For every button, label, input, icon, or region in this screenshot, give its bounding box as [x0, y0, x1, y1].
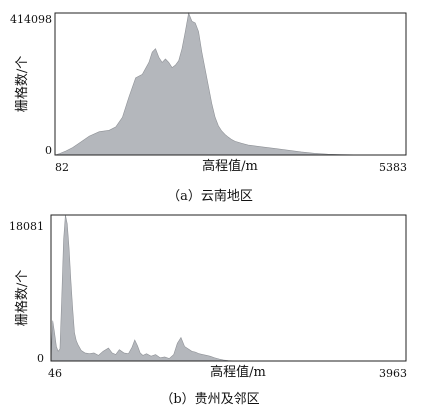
chart-b-xtick-max: 3963	[379, 367, 407, 380]
chart-a-xlabel: 高程值/m	[202, 158, 258, 174]
chart-b-xtick-min: 46	[48, 367, 62, 380]
chart-a-area	[54, 11, 406, 156]
chart-a: 414098 0 82 5383 高程值/m 栅格数/个 （a）云南地区	[10, 11, 407, 204]
chart-a-xtick-max: 5383	[379, 161, 407, 174]
chart-a-ylabel: 栅格数/个	[14, 56, 30, 112]
chart-b-caption: （b）贵州及邻区	[160, 392, 259, 407]
chart-a-caption: （a）云南地区	[167, 188, 253, 204]
chart-b-area	[50, 214, 406, 362]
chart-b-ytick-max: 18081	[9, 220, 44, 233]
chart-b-ylabel: 栅格数/个	[14, 270, 30, 326]
chart-a-ytick-min: 0	[45, 144, 52, 157]
chart-b: 18081 0 46 3963 高程值/m 栅格数/个 （b）贵州及邻区	[9, 214, 407, 407]
chart-a-ytick-max: 414098	[10, 13, 52, 26]
chart-b-ytick-min: 0	[37, 352, 44, 365]
chart-b-xlabel: 高程值/m	[210, 364, 266, 380]
chart-b-frame	[50, 214, 407, 362]
chart-a-xtick-min: 82	[55, 161, 69, 174]
chart-a-frame	[54, 12, 407, 156]
